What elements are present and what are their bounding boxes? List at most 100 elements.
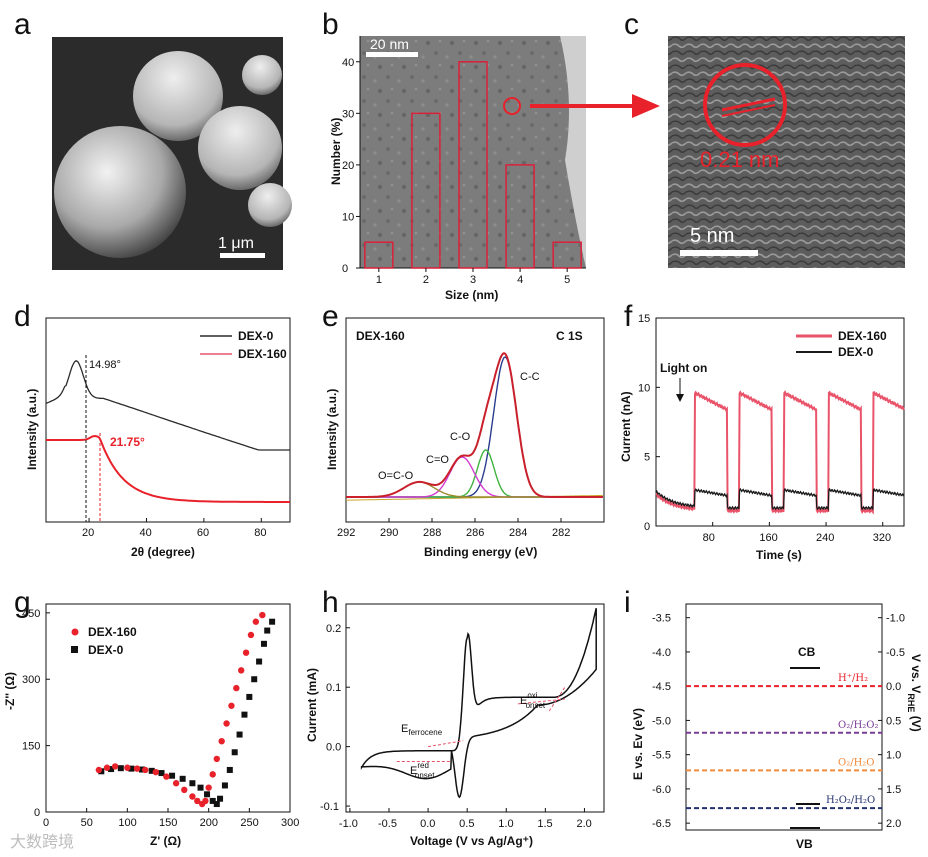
eis-point-dex160: [252, 618, 260, 625]
eis-point-dex160: [142, 766, 149, 774]
sem-sphere: [248, 183, 292, 227]
cv-onset-tangent: [428, 740, 464, 748]
pc-ylabel: Current (nA): [619, 391, 633, 462]
eis-point-dex0: [221, 782, 228, 789]
pc-line-dex0: [655, 487, 905, 512]
band-ytick-right: 1.5: [886, 784, 901, 796]
xrd-peak-label-1: 14.98°: [89, 359, 121, 371]
eis-ytick: 300: [22, 674, 40, 686]
cv-ytick: -0.1: [320, 801, 339, 813]
eis-point-dex160: [103, 764, 111, 771]
eis-point-dex160: [194, 797, 201, 805]
sem-sphere: [198, 106, 282, 190]
redox-level-label: H₂O₂/H₂O: [826, 795, 875, 806]
cv-xtick: 0.0: [420, 818, 435, 830]
cv-xtick: -1.0: [339, 818, 358, 830]
histogram-xlabel: Size (nm): [445, 288, 498, 302]
band-ytick-left: -5.0: [652, 715, 671, 727]
cv-xtick: 2.0: [576, 818, 591, 830]
pc-xtick: 320: [873, 532, 891, 544]
xrd-frame: [45, 317, 291, 523]
tem-scale-bar: [366, 52, 418, 57]
panel-g-nyquist: DEX-160 DEX-0 0 50 100 150 200 250 300 0 150 300 4…: [3, 603, 299, 848]
eis-point-dex0: [138, 766, 145, 773]
eis-point-dex0: [158, 770, 165, 777]
pc-ytick: 0: [644, 521, 650, 533]
legend-label-dex0: DEX-0: [838, 345, 874, 359]
eis-point-dex0: [217, 795, 224, 802]
xps-peak-label: C=O: [426, 454, 449, 466]
eis-point-dex0: [246, 693, 253, 700]
eis-point-dex160: [218, 737, 225, 745]
panel-a-sem: 1 μm: [52, 37, 292, 270]
xps-subtitle: C 1S: [556, 329, 583, 343]
panel-i-band: -3.5 -4.0 -4.5 -5.0 -5.5 -6.0 -6.5 -1.0 -0.5 0.0 0…: [631, 603, 923, 851]
eis-point-dex160: [189, 793, 196, 800]
eis-point-dex160: [95, 766, 103, 774]
panel-label: b: [322, 8, 339, 41]
xps-xtick: 284: [509, 527, 527, 539]
histogram-xtick: 3: [470, 274, 476, 286]
pc-xtick: 160: [759, 532, 777, 544]
panel-d-xrd: 14.98° 21.75° DEX-0 DEX-160 20 40 60 80 2θ …: [25, 317, 291, 559]
panel-label: g: [14, 586, 31, 619]
xps-title: DEX-160: [356, 329, 405, 343]
eis-point-dex0: [260, 640, 267, 647]
eis-xtick: 0: [43, 817, 49, 829]
legend-label-dex160: DEX-160: [88, 625, 137, 639]
eis-xtick: 250: [240, 817, 258, 829]
band-ytick-right: 0.0: [886, 681, 901, 693]
eis-point-dex0: [251, 676, 258, 683]
eis-point-dex0: [231, 749, 238, 756]
panel-h-cv: Eferrocene Ered onset Eoxi onset -1.0 -0.5 0…: [305, 603, 605, 848]
eis-xtick: 100: [118, 817, 136, 829]
xps-peak-label: O=C-O: [378, 470, 414, 482]
band-ylabel-left: E vs. Ev (eV): [631, 708, 645, 780]
panel-label: c: [624, 8, 639, 41]
sem-scale-label: 1 μm: [218, 235, 254, 252]
eis-ytick: 0: [34, 807, 40, 819]
xps-component: [346, 481, 603, 498]
xps-ylabel: Intensity (a.u.): [325, 389, 339, 470]
eis-point-dex0: [236, 731, 243, 738]
eis-point-dex0: [148, 767, 155, 774]
eis-xtick: 50: [81, 817, 93, 829]
legend-label-dex0: DEX-0: [238, 329, 274, 343]
eis-point-dex0: [189, 780, 196, 787]
eis-point-dex160: [247, 631, 255, 639]
eis-point-dex0: [197, 784, 204, 791]
watermark: 大数跨境: [10, 832, 75, 851]
eis-point-dex160: [181, 786, 188, 794]
light-on-arrowhead: [676, 394, 684, 402]
xps-xtick: 282: [552, 527, 570, 539]
sem-sphere: [242, 55, 282, 95]
redox-level-label: O₂/H₂O: [838, 757, 875, 768]
eis-point-dex0: [264, 627, 271, 634]
xrd-line-dex160: [46, 434, 290, 503]
band-ytick-right: -0.5: [886, 647, 905, 659]
eis-xtick: 300: [281, 817, 299, 829]
eis-point-dex160: [163, 773, 170, 780]
histogram-xtick: 5: [564, 274, 570, 286]
xrd-xtick: 80: [254, 527, 266, 539]
xps-frame: [345, 317, 605, 523]
pc-ytick: 10: [638, 382, 650, 394]
xrd-line-dex0: [45, 360, 290, 451]
eis-point-dex160: [238, 667, 245, 674]
xps-xtick: 290: [380, 527, 398, 539]
cv-xlabel: Voltage (V vs Ag/Ag⁺): [410, 834, 533, 848]
xps-xtick: 286: [466, 527, 484, 539]
panel-label: a: [14, 8, 31, 41]
eis-point-dex160: [172, 780, 180, 787]
band-ytick-left: -5.5: [652, 750, 671, 762]
eis-ytick: 450: [22, 608, 40, 620]
tem-image: [360, 36, 586, 268]
eis-point-dex0: [256, 658, 263, 665]
eis-xtick: 200: [200, 817, 218, 829]
eis-point-dex0: [128, 765, 135, 772]
xrd-xlabel: 2θ (degree): [131, 545, 195, 559]
cv-label-ered: Ered onset: [410, 761, 435, 780]
cv-curve: [360, 608, 597, 799]
pc-ytick: 15: [638, 313, 650, 325]
